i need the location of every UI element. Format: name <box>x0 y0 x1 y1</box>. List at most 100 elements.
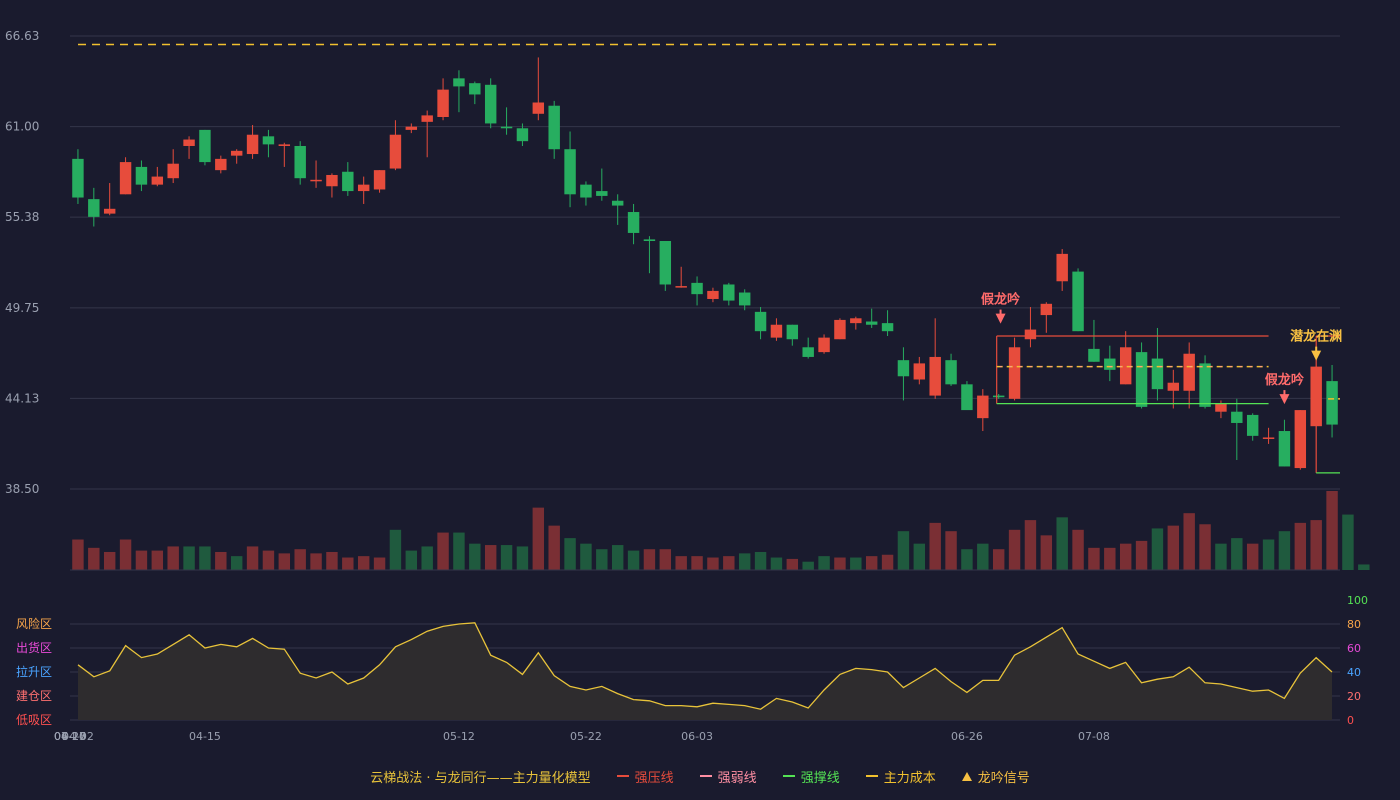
x-tick-label: 07-08 <box>1078 730 1110 743</box>
volume-bar <box>929 522 941 570</box>
volume-bar <box>135 550 148 570</box>
candle-body <box>1151 358 1164 390</box>
volume-bar <box>294 549 306 570</box>
volume-bar <box>1072 529 1084 570</box>
candle-body <box>961 384 973 411</box>
candle-body <box>72 158 84 198</box>
candle-body <box>88 199 100 217</box>
volume-bar <box>88 547 100 570</box>
volume-bar <box>151 550 164 570</box>
volume-bar <box>1056 517 1068 570</box>
volume-bar <box>1199 524 1211 570</box>
candle-body <box>929 356 941 396</box>
volume-bar <box>818 556 830 570</box>
volume-bar <box>723 556 735 570</box>
candle-body <box>802 347 814 357</box>
x-tick-label: 05-12 <box>443 730 475 743</box>
x-tick-label: 06-26 <box>951 730 983 743</box>
indicator-line <box>77 622 1333 710</box>
volume-bar <box>246 546 259 570</box>
candle-body <box>1024 329 1037 340</box>
volume-bar <box>1135 540 1148 570</box>
candle-body <box>103 208 116 214</box>
volume-bar <box>643 549 656 570</box>
volume-bar <box>1104 547 1116 570</box>
candle-body <box>421 115 433 122</box>
candle-body <box>1326 381 1338 425</box>
signal-arrow-icon <box>1279 394 1290 405</box>
volume-bar <box>215 551 227 570</box>
candle-body <box>453 78 465 87</box>
legend-weak: 强弱线 <box>699 767 757 786</box>
price-tick-label: 44.13 <box>5 391 39 405</box>
volume-bar <box>945 531 957 570</box>
price-tick-label: 55.38 <box>5 210 39 224</box>
candle-body <box>611 200 624 206</box>
candle-body <box>310 179 322 182</box>
x-tick-label: 04-27 <box>54 730 86 743</box>
volume-bar <box>484 545 497 570</box>
candle-body <box>818 337 830 353</box>
candle-body <box>770 324 783 338</box>
signal-arrow-icon <box>1311 350 1322 361</box>
candle-body <box>1135 352 1148 407</box>
candle-body <box>1008 347 1021 399</box>
candle-body <box>1183 353 1195 391</box>
x-tick-label: 06-03 <box>681 730 713 743</box>
indicator-zone-label: 风险区 <box>16 616 52 631</box>
volume-bar <box>72 539 84 570</box>
volume-bar <box>1278 531 1291 570</box>
candle-body <box>199 129 211 163</box>
candle-body <box>516 128 529 142</box>
candle-body <box>1104 358 1116 370</box>
candle-body <box>564 149 576 195</box>
volume-bar <box>1167 525 1180 570</box>
volume-bar <box>580 543 592 570</box>
candle-body <box>294 145 306 179</box>
indicator-area <box>78 622 1332 720</box>
volume-bar <box>1294 522 1307 570</box>
volume-bar <box>1310 520 1322 570</box>
volume-bar <box>1342 514 1354 570</box>
volume-bar <box>1262 539 1275 570</box>
indicator-tick-label: 100 <box>1347 594 1368 607</box>
volume-bar <box>1326 491 1338 570</box>
candle-body <box>675 286 687 288</box>
volume-bar <box>564 538 576 570</box>
volume-bar <box>548 525 560 570</box>
support-swatch-icon <box>782 775 795 777</box>
volume-bar <box>1358 564 1370 570</box>
indicator-tick-label: 80 <box>1347 618 1361 631</box>
candle-body <box>246 134 259 155</box>
volume-bar <box>310 553 322 570</box>
x-tick-label: 05-22 <box>570 730 602 743</box>
candle-body <box>548 105 560 150</box>
candle-body <box>1262 437 1275 439</box>
volume-bar <box>596 549 608 570</box>
volume-bar <box>675 556 687 570</box>
candle-body <box>1231 411 1243 423</box>
candle-body <box>643 239 656 242</box>
candle-body <box>342 171 354 192</box>
candle-body <box>723 284 735 301</box>
volume-bar <box>770 557 783 570</box>
volume-bar <box>326 551 338 570</box>
volume-bar <box>373 557 386 570</box>
volume-bar <box>897 531 910 570</box>
candle-body <box>373 170 386 190</box>
volume-bar <box>691 556 703 570</box>
candle-body <box>469 83 481 95</box>
volume-bar <box>850 557 862 570</box>
candle-body <box>405 126 418 130</box>
legend-resistance: 强压线 <box>616 767 674 786</box>
indicator-zone-label: 拉升区 <box>16 664 52 679</box>
candle-body <box>1040 303 1053 316</box>
chart-legend: 云梯战法 · 与龙同行——主力量化模型 强压线 强弱线 强撑线 主力成本 龙吟信… <box>0 766 1400 786</box>
candle-body <box>707 290 719 299</box>
legend-support: 强撑线 <box>782 767 840 786</box>
candle-body <box>627 212 640 233</box>
price-tick-label: 38.50 <box>5 482 39 496</box>
candle-body <box>135 166 148 185</box>
volume-bar <box>278 553 291 570</box>
